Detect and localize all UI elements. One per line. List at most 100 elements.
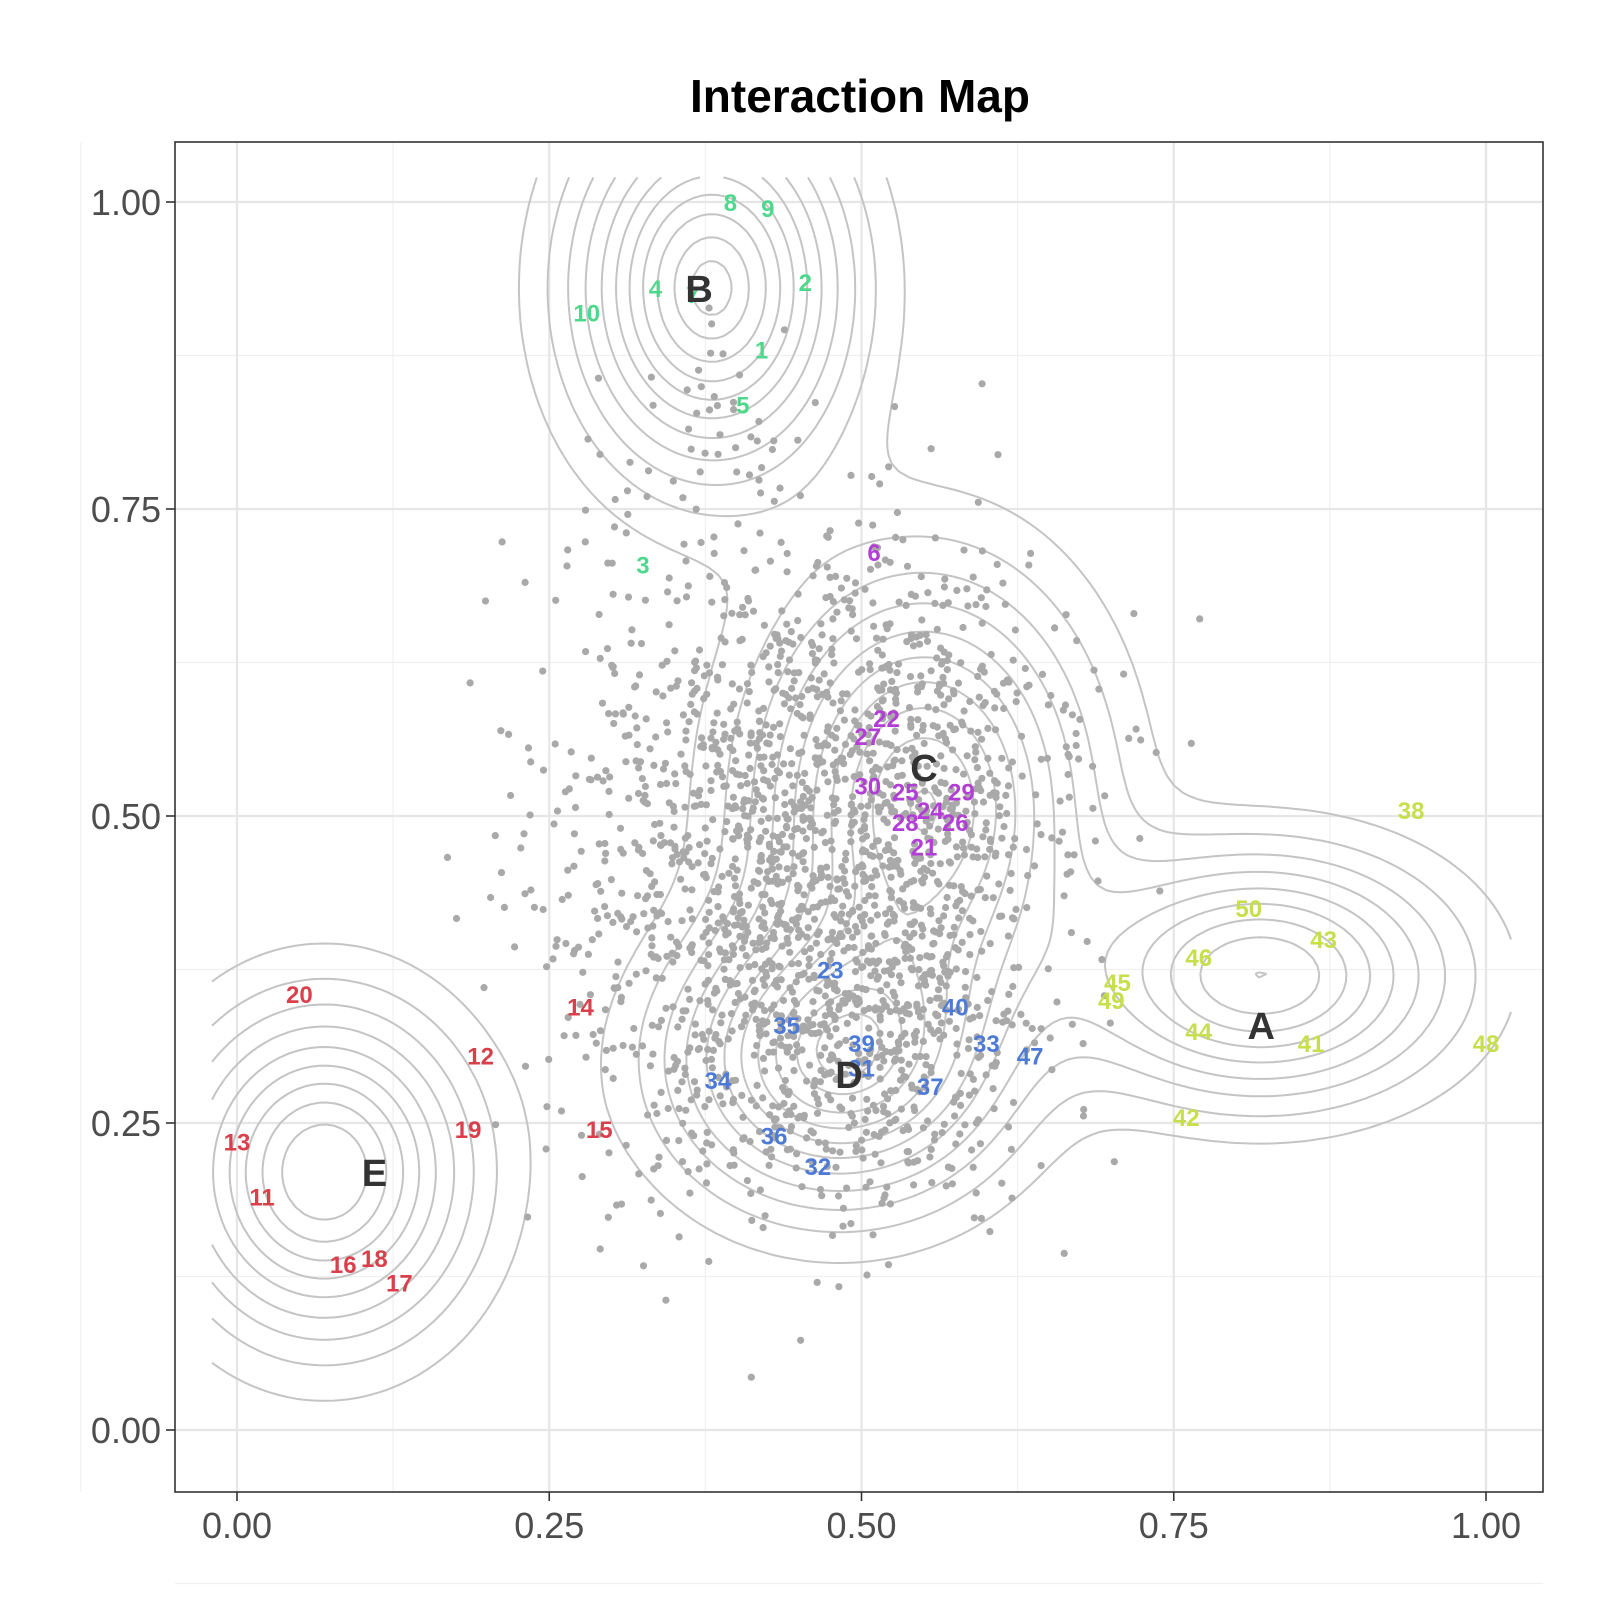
background-point: [926, 851, 935, 859]
background-point: [882, 778, 890, 786]
background-point: [877, 1006, 886, 1014]
background-point: [851, 968, 860, 976]
background-point: [744, 594, 752, 603]
background-point: [786, 745, 795, 753]
background-point: [696, 841, 704, 849]
background-point: [789, 870, 797, 878]
background-point: [1013, 689, 1021, 697]
x-tick-label: 0.75: [1139, 1505, 1209, 1546]
background-point: [834, 1057, 842, 1065]
background-point: [935, 994, 943, 1002]
background-point: [762, 827, 770, 835]
background-point: [818, 1192, 826, 1200]
background-point: [1060, 1249, 1068, 1257]
background-point: [890, 709, 898, 717]
background-point: [794, 959, 803, 968]
background-point: [599, 777, 607, 785]
background-point: [818, 742, 826, 750]
background-point: [1025, 681, 1033, 689]
background-point: [611, 495, 619, 504]
background-point: [817, 1066, 825, 1075]
background-point: [570, 862, 578, 870]
background-point: [592, 1039, 600, 1047]
background-point: [898, 1066, 906, 1074]
background-point: [635, 764, 643, 772]
background-point: [790, 677, 798, 685]
background-point: [890, 959, 899, 967]
background-point: [866, 1050, 874, 1058]
background-point: [745, 963, 753, 971]
background-point: [735, 832, 743, 840]
background-point: [890, 834, 899, 842]
background-point: [724, 1035, 732, 1043]
background-point: [798, 778, 806, 787]
point-label: 14: [567, 994, 594, 1021]
background-point: [1037, 755, 1045, 763]
background-point: [701, 1103, 709, 1111]
background-point: [543, 1103, 551, 1111]
background-point: [691, 1020, 700, 1028]
background-point: [757, 834, 765, 842]
background-point: [652, 688, 660, 696]
background-point: [774, 914, 782, 922]
background-point: [685, 718, 693, 726]
background-point: [952, 1140, 960, 1148]
background-point: [969, 1075, 978, 1083]
background-point: [810, 1081, 818, 1089]
background-point: [950, 882, 958, 890]
background-point: [886, 905, 894, 913]
background-point: [850, 806, 858, 814]
background-point: [601, 1066, 609, 1074]
background-point: [934, 789, 943, 797]
background-point: [833, 724, 841, 732]
background-point: [776, 901, 785, 909]
background-point: [778, 607, 786, 615]
background-point: [979, 833, 987, 841]
background-point: [670, 1053, 678, 1062]
background-point: [743, 1177, 752, 1185]
background-point: [704, 976, 712, 985]
background-point: [946, 721, 954, 729]
background-point: [902, 1040, 911, 1048]
background-point: [728, 942, 737, 950]
background-point: [914, 762, 922, 770]
background-point: [1076, 715, 1084, 724]
background-point: [967, 727, 975, 735]
background-point: [903, 638, 911, 646]
background-point: [932, 928, 940, 936]
point-label: 47: [1017, 1044, 1044, 1071]
background-point: [663, 952, 671, 960]
background-point: [886, 1030, 895, 1038]
point-label: 36: [761, 1123, 788, 1150]
background-point: [1061, 701, 1070, 709]
background-point: [1031, 1039, 1039, 1047]
background-point: [776, 484, 784, 492]
background-point: [609, 663, 617, 672]
background-point: [922, 631, 930, 639]
background-point: [736, 890, 744, 898]
background-point: [694, 792, 703, 800]
background-point: [910, 877, 918, 885]
density-contour-line: [211, 177, 1477, 1367]
background-point: [863, 957, 872, 965]
background-point: [1009, 656, 1017, 664]
background-point: [692, 505, 700, 513]
background-point: [983, 872, 991, 880]
point-label: 3: [636, 552, 649, 579]
density-contour-line: [228, 176, 1372, 1280]
background-point: [664, 588, 672, 596]
background-point: [794, 881, 802, 890]
background-point: [991, 726, 1000, 734]
background-point: [770, 847, 778, 856]
background-point: [633, 741, 641, 749]
background-point: [721, 730, 729, 738]
background-point: [789, 640, 797, 648]
background-point: [644, 467, 653, 475]
background-point: [771, 1123, 779, 1131]
background-point: [1062, 611, 1070, 619]
background-point: [562, 939, 570, 948]
background-point: [829, 615, 837, 623]
background-point: [598, 699, 607, 707]
background-point: [697, 800, 705, 809]
background-point: [507, 791, 515, 800]
